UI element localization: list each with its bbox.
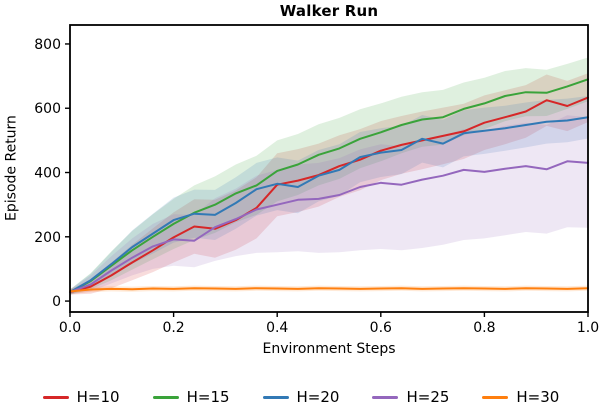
x-tick-label: 0.0 <box>59 320 81 336</box>
plot-spines <box>69 24 589 313</box>
legend-item-h10: H=10 <box>42 388 120 406</box>
confidence-band-h15 <box>70 57 588 295</box>
series-line-h25 <box>69 160 589 294</box>
x-tick-label: 0.6 <box>370 320 392 336</box>
legend-line-swatch <box>42 395 69 400</box>
x-tick-label: 1.0 <box>577 320 599 336</box>
series-line-h15 <box>69 78 589 294</box>
y-tick-label: 0 <box>52 294 61 310</box>
legend-label: H=15 <box>186 388 230 406</box>
legend-line-swatch <box>262 395 289 400</box>
legend-label: H=20 <box>296 388 340 406</box>
x-axis-label: Environment Steps <box>262 341 396 357</box>
legend-label: H=25 <box>406 388 450 406</box>
x-tick-label: 0.8 <box>473 320 495 336</box>
y-tick-label: 800 <box>34 37 61 53</box>
legend: H=10 H=15 H=20 H=25 H=30 <box>0 385 602 410</box>
series-line-h30 <box>69 287 589 293</box>
series-line-h10 <box>69 96 589 294</box>
legend-line-swatch <box>152 395 179 400</box>
y-tick-label: 400 <box>34 166 61 182</box>
y-tick-label: 200 <box>34 230 61 246</box>
confidence-band-h30 <box>70 285 588 294</box>
series-line-h20 <box>69 116 589 294</box>
legend-line-swatch <box>372 395 399 400</box>
legend-label: H=30 <box>516 388 560 406</box>
legend-line-swatch <box>482 395 509 400</box>
legend-item-h15: H=15 <box>152 388 230 406</box>
y-tick-label: 600 <box>34 101 61 117</box>
legend-item-h30: H=30 <box>482 390 559 405</box>
x-tick-label: 0.4 <box>266 320 288 336</box>
chart-title: Walker Run <box>279 2 379 20</box>
confidence-band-h25 <box>70 115 588 295</box>
confidence-band-h10 <box>70 73 588 295</box>
confidence-band-h20 <box>70 96 588 295</box>
legend-item-h20: H=20 <box>262 388 340 406</box>
legend-label: H=10 <box>76 388 120 406</box>
x-tick-label: 0.2 <box>162 320 184 336</box>
legend-item-h25: H=25 <box>372 390 449 405</box>
